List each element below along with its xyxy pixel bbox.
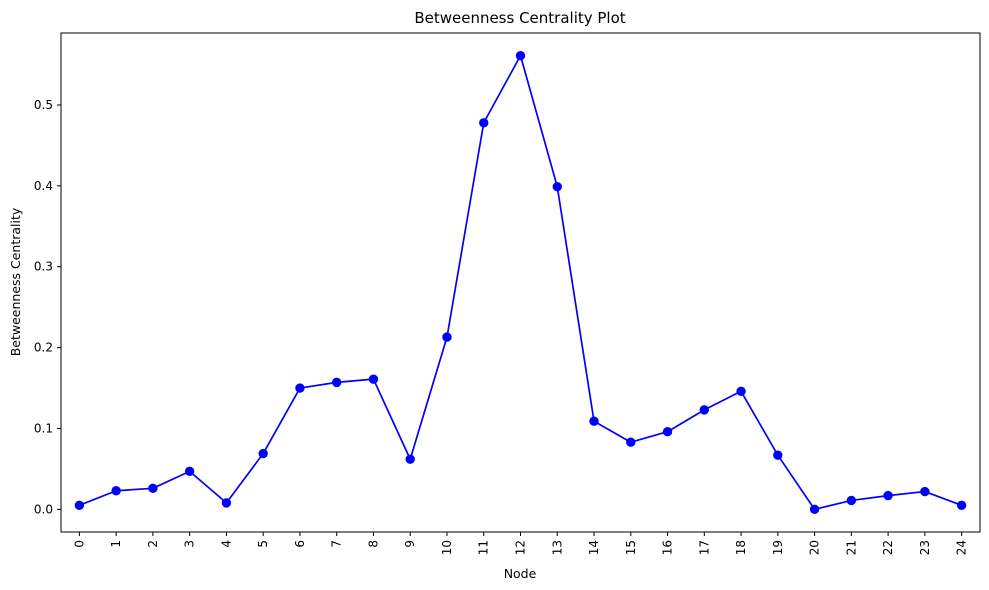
data-point	[442, 332, 452, 342]
data-point	[809, 504, 820, 515]
x-tick-label: 21	[844, 540, 858, 555]
data-point	[626, 437, 636, 447]
series-layer	[74, 50, 967, 515]
x-tick-label: 24	[955, 540, 969, 555]
y-tick-label: 0.1	[34, 421, 53, 435]
data-point	[956, 500, 967, 511]
data-point	[111, 486, 121, 496]
plot-area	[60, 32, 981, 533]
data-point	[846, 495, 857, 506]
x-tick-label: 2	[146, 540, 160, 548]
data-point	[74, 500, 85, 511]
data-point	[258, 448, 268, 459]
data-point	[184, 466, 195, 477]
y-tick-label: 0.4	[34, 179, 53, 193]
x-axis: 0 1 2 3 4 5 6 7 8 9 10 11 12 13 14 15 16 17 18 19 20 21 22 23 24	[72, 532, 969, 555]
x-tick-label: 6	[293, 540, 307, 548]
y-tick-label: 0.0	[34, 502, 53, 516]
x-tick-label: 4	[219, 540, 233, 548]
x-tick-label: 12	[514, 540, 528, 555]
x-tick-label: 16	[661, 540, 675, 555]
y-axis-label: Betweenness Centrality	[8, 207, 23, 356]
x-tick-label: 20	[808, 540, 822, 555]
x-tick-label: 13	[550, 540, 564, 555]
x-tick-label: 0	[72, 540, 86, 548]
x-tick-label: 10	[440, 540, 454, 555]
x-tick-label: 17	[697, 540, 711, 555]
x-tick-label: 7	[330, 540, 344, 548]
data-point	[699, 405, 709, 415]
data-point	[405, 454, 415, 464]
x-tick-label: 23	[918, 540, 932, 555]
x-tick-label: 9	[403, 540, 417, 548]
data-point	[662, 427, 673, 437]
y-tick-label: 0.2	[34, 341, 53, 355]
x-tick-label: 18	[734, 540, 748, 555]
x-tick-label: 19	[771, 540, 785, 555]
data-point	[773, 450, 783, 460]
x-tick-label: 11	[477, 540, 491, 555]
chart-title: Betweenness Centrality Plot	[414, 9, 625, 27]
y-tick-label: 0.5	[34, 98, 53, 112]
x-tick-label: 14	[587, 540, 601, 555]
data-point	[589, 416, 599, 426]
data-point	[883, 490, 893, 501]
x-tick-label: 15	[624, 540, 638, 555]
data-point	[148, 483, 158, 494]
data-point	[736, 386, 746, 396]
x-tick-label: 1	[109, 540, 123, 548]
data-point	[295, 383, 305, 393]
data-point	[920, 486, 930, 497]
x-axis-label: Node	[504, 566, 537, 581]
data-point	[332, 377, 342, 388]
data-point	[515, 50, 526, 61]
data-point	[479, 118, 489, 128]
data-point	[368, 374, 379, 384]
y-tick-label: 0.3	[34, 260, 53, 274]
data-point	[552, 181, 562, 192]
x-tick-label: 8	[366, 540, 380, 548]
y-axis: 0.0 0.1 0.2 0.3 0.4 0.5	[34, 98, 61, 516]
x-tick-label: 3	[183, 540, 197, 548]
x-tick-label: 22	[881, 540, 895, 555]
x-tick-label: 5	[256, 540, 270, 548]
data-point	[221, 498, 232, 508]
